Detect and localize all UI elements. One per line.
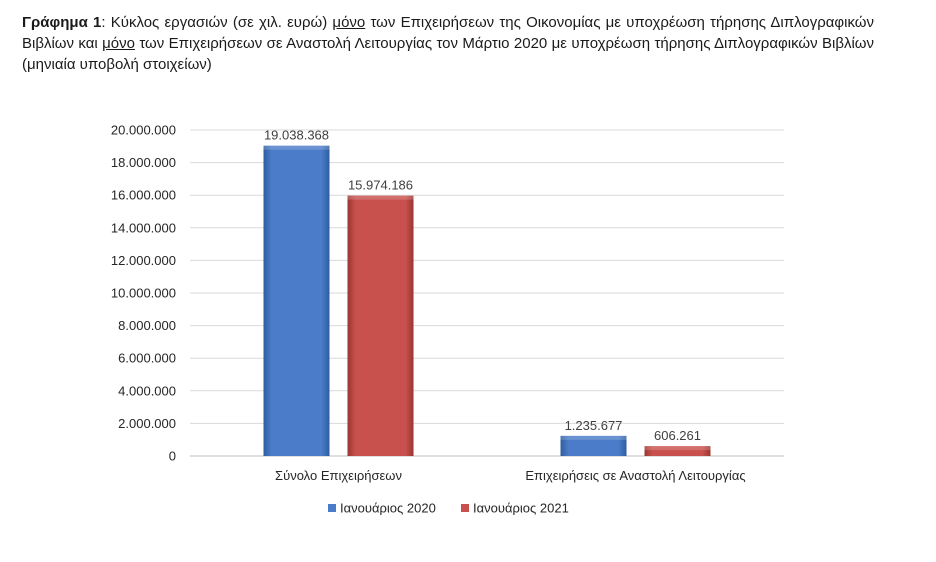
data-label: 606.261 bbox=[654, 428, 701, 443]
data-labels: 19.038.368 15.974.186 1.235.677 606.261 bbox=[264, 128, 701, 443]
legend-label: Ιανουάριος 2021 bbox=[473, 501, 569, 516]
bar bbox=[644, 446, 711, 456]
bar-highlight bbox=[263, 145, 330, 150]
caption-text-2: των Επιχειρήσεων της Οικονομίας με υποχρ… bbox=[22, 14, 875, 52]
y-tick-label: 0 bbox=[169, 449, 176, 464]
y-tick-label: 8.000.000 bbox=[118, 318, 176, 333]
legend-label: Ιανουάριος 2020 bbox=[340, 501, 436, 516]
y-tick-label: 6.000.000 bbox=[118, 351, 176, 366]
caption-text-1: Κύκλος εργασιών (σε χιλ. ευρώ) bbox=[110, 14, 333, 31]
y-tick-label: 12.000.000 bbox=[111, 253, 176, 268]
data-label: 19.038.368 bbox=[264, 128, 329, 143]
bar-highlight bbox=[347, 195, 414, 200]
y-tick-label: 20.000.000 bbox=[111, 123, 176, 138]
y-tick-label: 10.000.000 bbox=[111, 286, 176, 301]
caption-emphasis-2: μόνο bbox=[102, 35, 135, 52]
x-axis: Σύνολο Επιχειρήσεων Επιχειρήσεις σε Αναστ… bbox=[275, 468, 746, 483]
bars bbox=[263, 145, 711, 456]
y-tick-label: 18.000.000 bbox=[111, 155, 176, 170]
y-axis: 0 2.000.000 4.000.000 6.000.000 8.000.000 10.… bbox=[111, 123, 176, 464]
figure-caption: Γράφημα 1: Κύκλος εργασιών (σε χιλ. ευρώ… bbox=[22, 12, 874, 75]
bar bbox=[347, 195, 414, 456]
bar-highlight bbox=[644, 446, 711, 451]
data-label: 1.235.677 bbox=[565, 418, 623, 433]
y-tick-label: 4.000.000 bbox=[118, 383, 176, 398]
legend-swatch bbox=[461, 504, 469, 512]
legend: Ιανουάριος 2020 Ιανουάριος 2021 bbox=[328, 501, 569, 516]
legend-swatch bbox=[328, 504, 336, 512]
x-category-label: Επιχειρήσεις σε Αναστολή Λειτουργίας bbox=[525, 468, 745, 483]
y-tick-label: 2.000.000 bbox=[118, 416, 176, 431]
caption-emphasis-1: μόνο bbox=[332, 14, 366, 31]
y-tick-label: 14.000.000 bbox=[111, 220, 176, 235]
bar bbox=[263, 145, 330, 456]
caption-separator: : bbox=[101, 14, 111, 31]
bar bbox=[560, 435, 627, 456]
caption-label: Γράφημα 1 bbox=[22, 14, 102, 31]
data-label: 15.974.186 bbox=[348, 178, 413, 193]
y-tick-label: 16.000.000 bbox=[111, 188, 176, 203]
caption-text-3: των Επιχειρήσεων σε Αναστολή Λειτουργίας… bbox=[22, 35, 874, 73]
x-category-label: Σύνολο Επιχειρήσεων bbox=[275, 468, 402, 483]
bar-highlight bbox=[560, 435, 627, 440]
